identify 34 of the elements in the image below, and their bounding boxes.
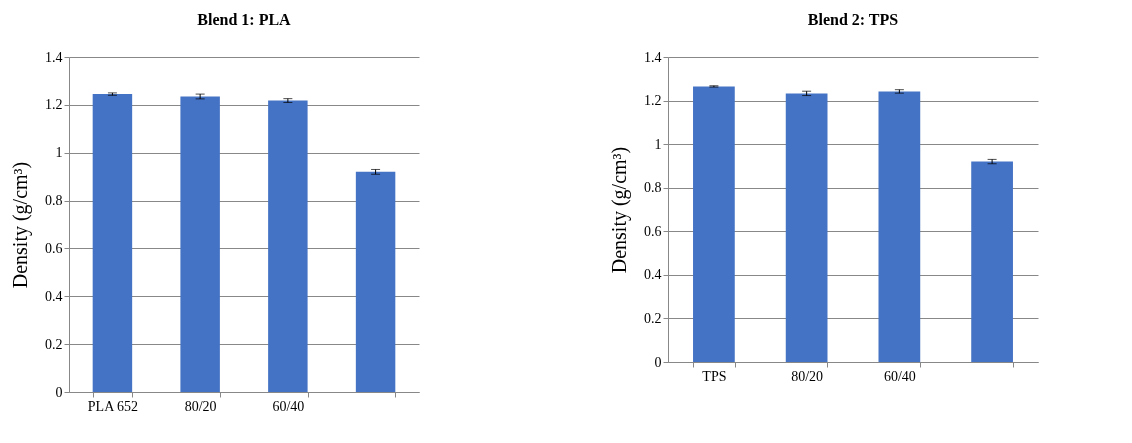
y-tick-label: 1.2 xyxy=(45,97,63,113)
bar xyxy=(268,100,308,392)
bar xyxy=(878,91,921,362)
y-tick-label: 0.6 xyxy=(644,223,662,239)
y-tick-label: 1 xyxy=(55,145,63,161)
y-tick-label: 0.4 xyxy=(45,288,63,304)
x-tick-label: 80/20 xyxy=(791,368,824,384)
y-tick-label: 0.2 xyxy=(644,310,662,326)
bar xyxy=(971,161,1013,362)
y-tick-label: 1.4 xyxy=(45,49,63,65)
y-tick-label: 0.6 xyxy=(45,240,63,256)
chart-title: Blend 1: PLA xyxy=(197,11,292,28)
bar xyxy=(785,93,828,362)
y-tick-label: 0.2 xyxy=(45,336,63,352)
x-tick-label: 80/20 xyxy=(184,398,217,414)
bar xyxy=(180,96,220,392)
chart-title: Blend 2: TPS xyxy=(807,11,899,28)
y-tick-label: 1.4 xyxy=(644,49,662,65)
bar xyxy=(693,86,735,362)
y-tick-label: 0.8 xyxy=(45,193,63,209)
x-tick-label: TPS xyxy=(702,368,727,384)
y-tick-label: 0.4 xyxy=(644,267,662,283)
bar xyxy=(92,94,133,392)
x-tick-label: PLA 652 xyxy=(87,398,139,414)
y-tick-label: 0.8 xyxy=(644,180,662,196)
y-tick-label: 1.2 xyxy=(644,93,662,109)
y-axis-title: Density (g/cm³) xyxy=(608,146,631,274)
y-tick-label: 0 xyxy=(654,354,662,370)
y-tick-label: 1 xyxy=(654,136,662,152)
y-axis-title: Density (g/cm³) xyxy=(9,161,32,289)
bar xyxy=(355,171,396,392)
x-tick-label: 60/40 xyxy=(272,398,305,414)
x-tick-label: 60/40 xyxy=(883,368,916,384)
y-tick-label: 0 xyxy=(55,384,63,400)
